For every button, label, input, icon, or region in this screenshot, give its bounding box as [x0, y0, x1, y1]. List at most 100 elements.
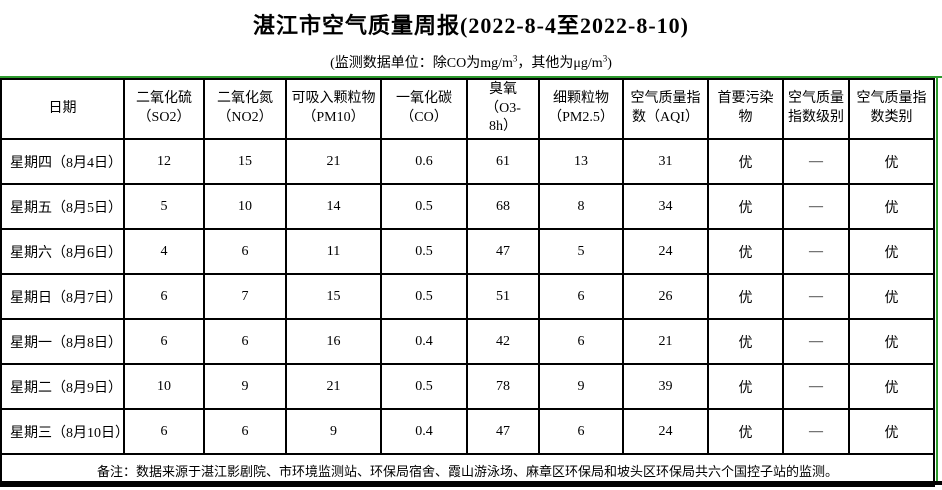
value-cell: 6	[538, 318, 624, 365]
value-cell: 42	[466, 318, 540, 365]
table-body: 星期四（8月4日） 12 15 21 0.6 61 13 31 优 — 优星期五（8月5日） 5 10 1…	[0, 138, 935, 455]
subtitle-text: (监测数据单位：除CO为mg/m	[330, 56, 513, 71]
column-header: 空气质量指 数（AQI）	[622, 78, 709, 140]
value-cell: 优	[848, 228, 935, 275]
value-cell: 47	[466, 228, 540, 275]
column-header: 二氧化氮 （NO2）	[203, 78, 287, 140]
date-cell: 星期三（8月10日）	[0, 408, 125, 455]
value-cell: 26	[622, 273, 709, 320]
value-cell: 68	[466, 183, 540, 230]
value-cell: 21	[622, 318, 709, 365]
value-cell: 7	[203, 273, 287, 320]
value-cell: 5	[538, 228, 624, 275]
table-row: 星期日（8月7日） 6 7 15 0.5 51 6 26 优 — 优	[0, 273, 935, 320]
value-cell: 0.5	[380, 183, 468, 230]
value-cell: 34	[622, 183, 709, 230]
table-row: 星期一（8月8日） 6 6 16 0.4 42 6 21 优 — 优	[0, 318, 935, 365]
value-cell: 6	[123, 273, 205, 320]
value-cell: —	[782, 363, 850, 410]
value-cell: 6	[203, 408, 287, 455]
value-cell: —	[782, 318, 850, 365]
value-cell: 0.5	[380, 228, 468, 275]
column-header: 可吸入颗粒物 （PM10）	[285, 78, 382, 140]
value-cell: 优	[848, 138, 935, 185]
page-title: 湛江市空气质量周报(2022-8-4至2022-8-10)	[253, 13, 689, 38]
value-cell: 优	[848, 408, 935, 455]
value-cell: 78	[466, 363, 540, 410]
value-cell: 优	[848, 318, 935, 365]
value-cell: 5	[123, 183, 205, 230]
value-cell: 优	[707, 183, 784, 230]
column-header: 一氧化碳 （CO）	[380, 78, 468, 140]
value-cell: 优	[707, 228, 784, 275]
date-cell: 星期二（8月9日）	[0, 363, 125, 410]
value-cell: —	[782, 183, 850, 230]
value-cell: —	[782, 228, 850, 275]
value-cell: 0.4	[380, 408, 468, 455]
subtitle-text: )	[607, 56, 612, 71]
value-cell: 14	[285, 183, 382, 230]
value-cell: 6	[123, 408, 205, 455]
value-cell: 47	[466, 408, 540, 455]
header-row: 日期 二氧化硫 （SO2） 二氧化氮 （NO2） 可吸入颗粒物 （PM10） 一氧化碳 …	[0, 78, 935, 140]
value-cell: 优	[707, 318, 784, 365]
value-cell: 优	[848, 183, 935, 230]
value-cell: 16	[285, 318, 382, 365]
column-header: 首要污染 物	[707, 78, 784, 140]
column-header: 日期	[0, 78, 125, 140]
value-cell: 51	[466, 273, 540, 320]
value-cell: 优	[707, 363, 784, 410]
value-cell: 31	[622, 138, 709, 185]
table-row: 星期四（8月4日） 12 15 21 0.6 61 13 31 优 — 优	[0, 138, 935, 185]
subtitle-superscript: 3	[512, 53, 518, 64]
value-cell: 9	[285, 408, 382, 455]
bottom-border-bar	[0, 481, 942, 485]
value-cell: 39	[622, 363, 709, 410]
table-row: 星期五（8月5日） 5 10 14 0.5 68 8 34 优 — 优	[0, 183, 935, 230]
value-cell: 9	[203, 363, 287, 410]
value-cell: 6	[203, 318, 287, 365]
column-header: 臭氧 （O3- 8h）	[466, 78, 540, 140]
value-cell: 24	[622, 228, 709, 275]
air-quality-table: 日期 二氧化硫 （SO2） 二氧化氮 （NO2） 可吸入颗粒物 （PM10） 一氧化碳 …	[0, 78, 935, 487]
table-row: 星期二（8月9日） 10 9 21 0.5 78 9 39 优 — 优	[0, 363, 935, 410]
value-cell: 0.5	[380, 273, 468, 320]
date-cell: 星期六（8月6日）	[0, 228, 125, 275]
value-cell: 21	[285, 138, 382, 185]
value-cell: 优	[707, 138, 784, 185]
value-cell: 11	[285, 228, 382, 275]
page-subtitle: (监测数据单位：除CO为mg/m3，其他为μg/m3)	[0, 52, 942, 72]
value-cell: 9	[538, 363, 624, 410]
value-cell: 6	[538, 273, 624, 320]
value-cell: 优	[707, 273, 784, 320]
value-cell: 10	[123, 363, 205, 410]
date-cell: 星期日（8月7日）	[0, 273, 125, 320]
column-header: 空气质量 指数级别	[782, 78, 850, 140]
value-cell: 15	[203, 138, 287, 185]
subtitle-superscript: 3	[602, 53, 608, 64]
value-cell: 24	[622, 408, 709, 455]
value-cell: 12	[123, 138, 205, 185]
value-cell: —	[782, 273, 850, 320]
column-header: 空气质量指 数类别	[848, 78, 935, 140]
column-header: 细颗粒物 （PM2.5）	[538, 78, 624, 140]
value-cell: 8	[538, 183, 624, 230]
table-row: 星期三（8月10日） 6 6 9 0.4 47 6 24 优 — 优	[0, 408, 935, 455]
value-cell: —	[782, 138, 850, 185]
value-cell: 优	[848, 363, 935, 410]
value-cell: 4	[123, 228, 205, 275]
value-cell: 0.5	[380, 363, 468, 410]
date-cell: 星期四（8月4日）	[0, 138, 125, 185]
value-cell: 15	[285, 273, 382, 320]
value-cell: 0.4	[380, 318, 468, 365]
value-cell: 61	[466, 138, 540, 185]
value-cell: —	[782, 408, 850, 455]
value-cell: 优	[848, 273, 935, 320]
value-cell: 6	[203, 228, 287, 275]
value-cell: 10	[203, 183, 287, 230]
subtitle-text: ，其他为μg/m	[517, 56, 603, 71]
green-divider-vertical	[936, 76, 938, 484]
green-divider-horizontal	[0, 76, 942, 78]
value-cell: 0.6	[380, 138, 468, 185]
value-cell: 6	[123, 318, 205, 365]
